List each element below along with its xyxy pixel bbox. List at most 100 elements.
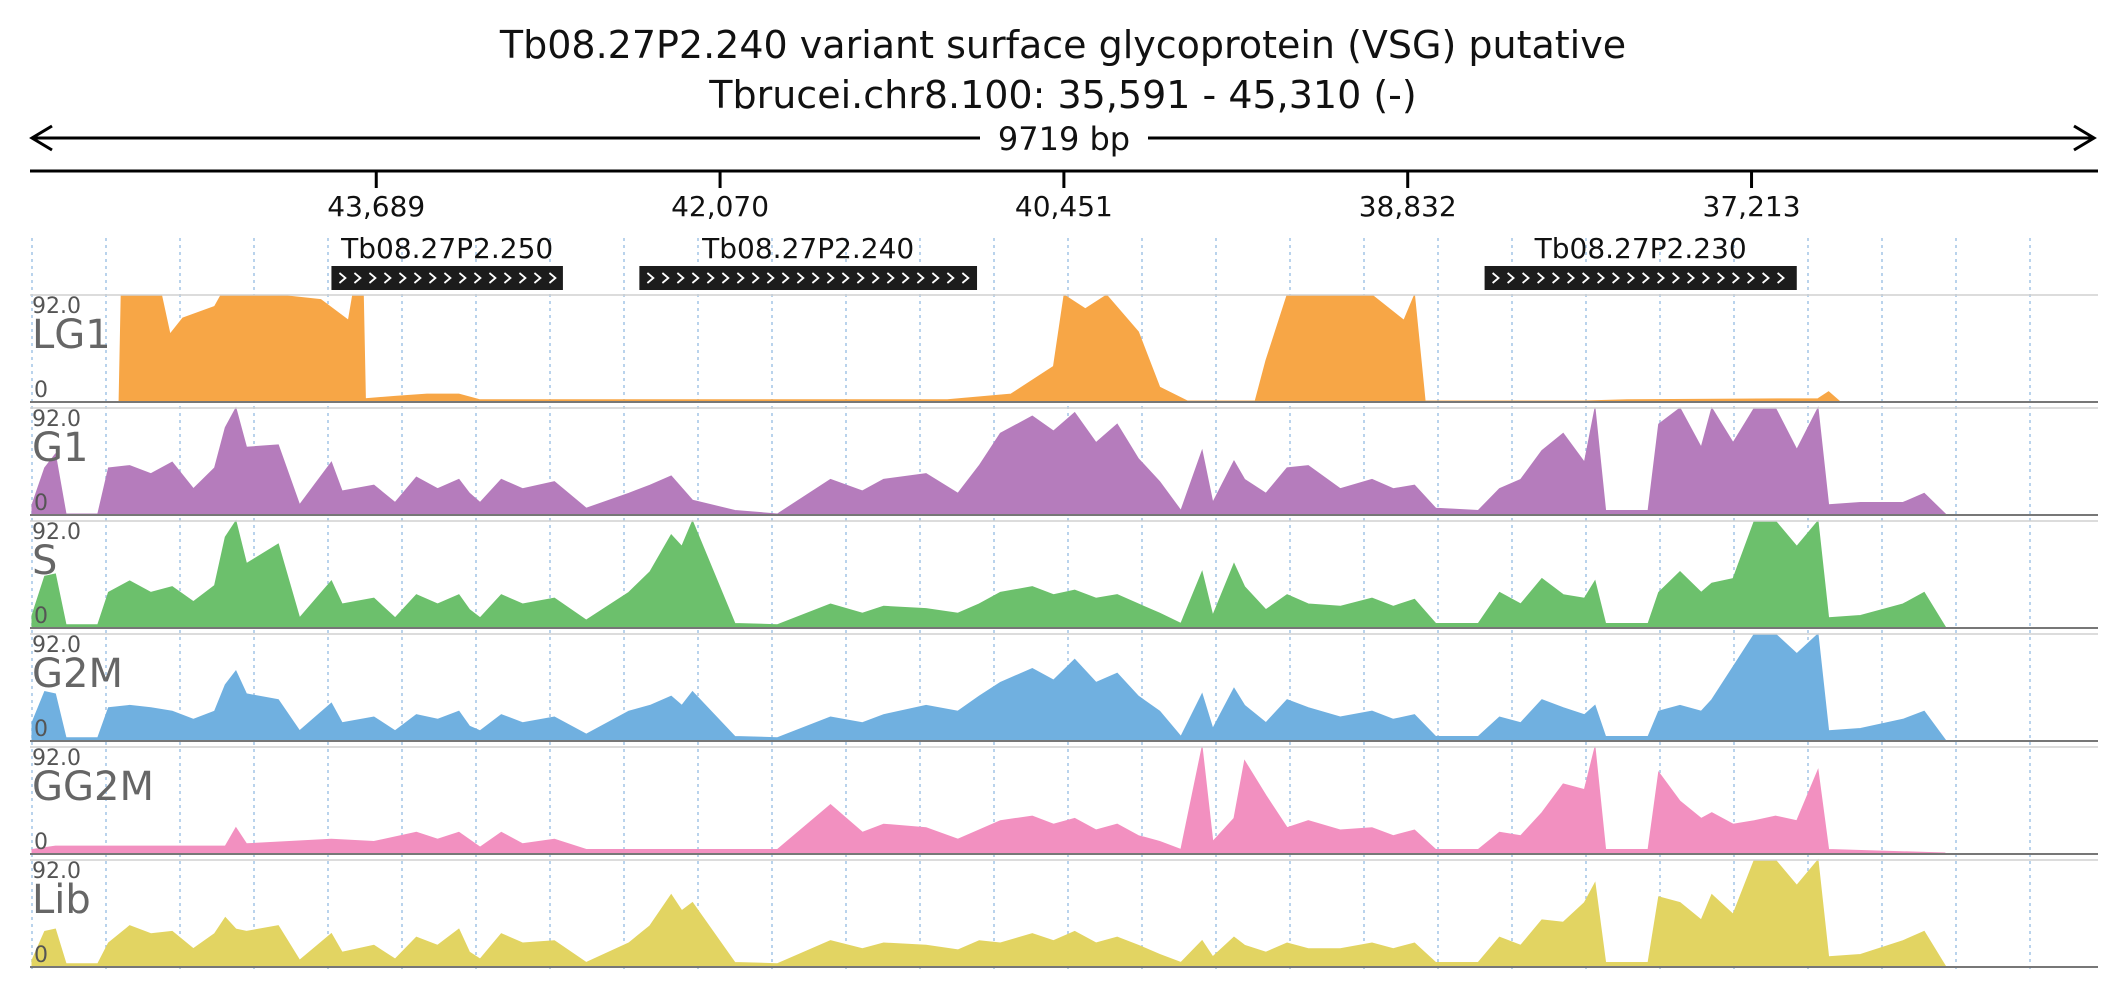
strand-arrow <box>721 272 730 284</box>
track-name: LG1 <box>32 312 111 358</box>
coverage-tracks: 92.0LG1092.0G1092.0S092.0G2M092.0GG2M092… <box>30 294 2098 968</box>
strand-arrow <box>1537 272 1545 284</box>
strand-arrow <box>1627 272 1635 284</box>
strand-arrow <box>1597 272 1605 284</box>
track-g1: 92.0G1 0 <box>30 406 2098 516</box>
strand-arrow <box>751 272 760 284</box>
strand-arrow <box>901 272 910 284</box>
strand-arrow <box>383 272 392 284</box>
strand-arrow <box>353 272 362 284</box>
strand-arrow <box>548 272 557 284</box>
strand-arrow <box>931 272 940 284</box>
gene-bar <box>331 266 563 290</box>
track-min-label: 0 <box>34 943 48 968</box>
span-label: 9719 bp <box>998 120 1130 158</box>
coverage-area <box>31 858 1947 967</box>
strand-arrow <box>871 272 880 284</box>
track-max-label: 92.0 <box>32 859 81 884</box>
strand-arrow <box>646 272 655 284</box>
x-tick-label: 43,689 <box>327 190 425 223</box>
strand-arrow <box>398 272 407 284</box>
strand-arrow <box>1762 272 1770 284</box>
strand-arrow <box>1657 272 1665 284</box>
coverage-area <box>118 294 1841 402</box>
track-max-label: 92.0 <box>32 520 81 545</box>
strand-arrow <box>458 272 467 284</box>
coverage-area <box>31 632 1947 741</box>
strand-arrow <box>1732 272 1740 284</box>
track-min-label: 0 <box>34 491 48 516</box>
strand-arrow <box>886 272 895 284</box>
track-name: GG2M <box>32 764 154 810</box>
strand-arrow <box>811 272 820 284</box>
strand-arrow <box>676 272 685 284</box>
strand-arrow <box>916 272 925 284</box>
strand-arrow <box>796 272 805 284</box>
strand-arrow <box>736 272 745 284</box>
x-tick-label: 38,832 <box>1359 190 1457 223</box>
strand-arrow <box>961 272 970 284</box>
span-arrow-right <box>2073 124 2097 152</box>
span-indicator: 9719 bp <box>29 120 2097 158</box>
gene-feature[interactable]: Tb08.27P2.230 <box>1484 232 1797 290</box>
x-tick-label: 37,213 <box>1703 190 1801 223</box>
chart-subtitle: Tbrucei.chr8.100: 35,591 - 45,310 (-) <box>708 73 1416 117</box>
track-max-label: 92.0 <box>32 407 81 432</box>
track-min-label: 0 <box>34 717 48 742</box>
strand-arrow <box>428 272 437 284</box>
gene-feature[interactable]: Tb08.27P2.250 <box>331 232 563 290</box>
gene-features: Tb08.27P2.250 Tb08.27P2.240 Tb08.27P2.230 <box>331 232 1797 290</box>
track-min-label: 0 <box>34 378 48 403</box>
strand-arrow <box>826 272 835 284</box>
track-max-label: 92.0 <box>32 633 81 658</box>
strand-arrow <box>946 272 955 284</box>
strand-arrow <box>338 272 347 284</box>
strand-arrow <box>368 272 377 284</box>
strand-arrow <box>1552 272 1560 284</box>
gene-feature[interactable]: Tb08.27P2.240 <box>639 232 978 290</box>
strand-arrow <box>766 272 775 284</box>
strand-arrow <box>518 272 527 284</box>
track-name: Lib <box>32 877 91 923</box>
gene-bar <box>639 266 978 290</box>
strand-arrow <box>1717 272 1725 284</box>
gene-label: Tb08.27P2.250 <box>340 232 553 265</box>
track-min-label: 0 <box>34 604 48 629</box>
strand-arrow <box>443 272 452 284</box>
strand-arrow <box>473 272 482 284</box>
strand-arrow <box>691 272 700 284</box>
strand-arrow <box>1747 272 1755 284</box>
strand-arrow <box>1672 272 1680 284</box>
span-arrow-left <box>29 124 53 152</box>
strand-arrow <box>1507 272 1515 284</box>
strand-arrow <box>1567 272 1575 284</box>
coverage-area <box>31 406 1947 515</box>
strand-arrow <box>661 272 670 284</box>
strand-arrow <box>533 272 542 284</box>
chart-title: Tb08.27P2.240 variant surface glycoprote… <box>499 23 1626 67</box>
strand-arrow <box>1702 272 1710 284</box>
track-max-label: 92.0 <box>32 746 81 771</box>
strand-arrow <box>781 272 790 284</box>
strand-arrow <box>841 272 850 284</box>
x-tick-label: 42,070 <box>671 190 769 223</box>
x-axis-ticks: 43,689 42,070 40,451 38,832 37,213 <box>327 171 1801 223</box>
strand-arrow <box>1687 272 1695 284</box>
strand-arrow <box>1612 272 1620 284</box>
strand-arrow <box>503 272 512 284</box>
strand-arrow <box>856 272 865 284</box>
strand-arrow <box>1582 272 1590 284</box>
track-name: G2M <box>32 651 123 697</box>
strand-arrow <box>1492 272 1500 284</box>
coverage-area <box>31 519 1947 628</box>
strand-arrow <box>1522 272 1530 284</box>
strand-arrow <box>413 272 422 284</box>
track-min-label: 0 <box>34 830 48 855</box>
track-name: S <box>32 538 57 584</box>
